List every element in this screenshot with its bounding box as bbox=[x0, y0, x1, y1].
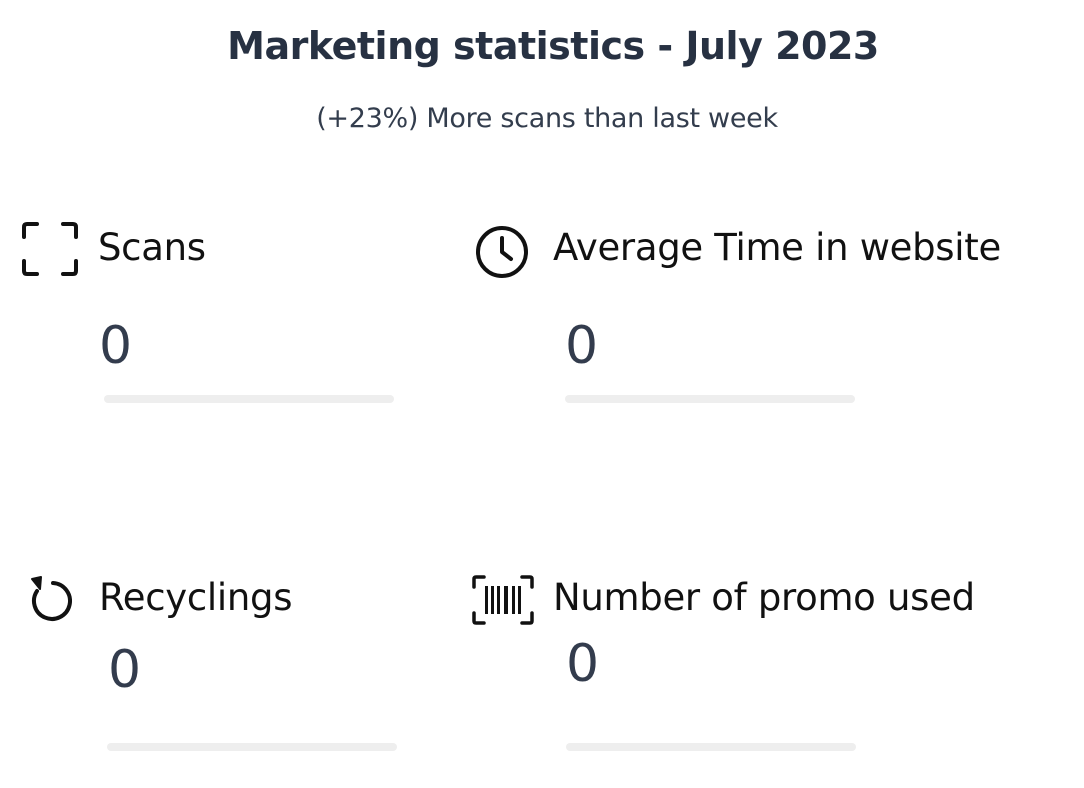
stat-value-average-time: 0 bbox=[565, 316, 599, 376]
progress-bar-average-time bbox=[565, 395, 855, 403]
stat-label-scans: Scans bbox=[98, 226, 206, 269]
progress-bar-recyclings bbox=[107, 743, 397, 751]
stat-label-recyclings: Recyclings bbox=[99, 576, 293, 619]
stat-label-promo-used: Number of promo used bbox=[553, 576, 975, 619]
page-subtitle: (+23%) More scans than last week bbox=[316, 103, 778, 134]
stat-value-promo-used: 0 bbox=[566, 634, 600, 694]
stat-label-average-time: Average Time in website bbox=[553, 226, 1001, 269]
stat-value-recyclings: 0 bbox=[108, 640, 142, 700]
scan-frame-icon bbox=[22, 222, 78, 276]
progress-bar-scans bbox=[104, 395, 394, 403]
clock-icon bbox=[476, 226, 528, 278]
barcode-scan-icon bbox=[472, 575, 534, 625]
rotate-ccw-icon bbox=[31, 576, 72, 621]
progress-bar-promo-used bbox=[566, 743, 856, 751]
page-title: Marketing statistics - July 2023 bbox=[227, 24, 879, 68]
stat-value-scans: 0 bbox=[99, 316, 133, 376]
